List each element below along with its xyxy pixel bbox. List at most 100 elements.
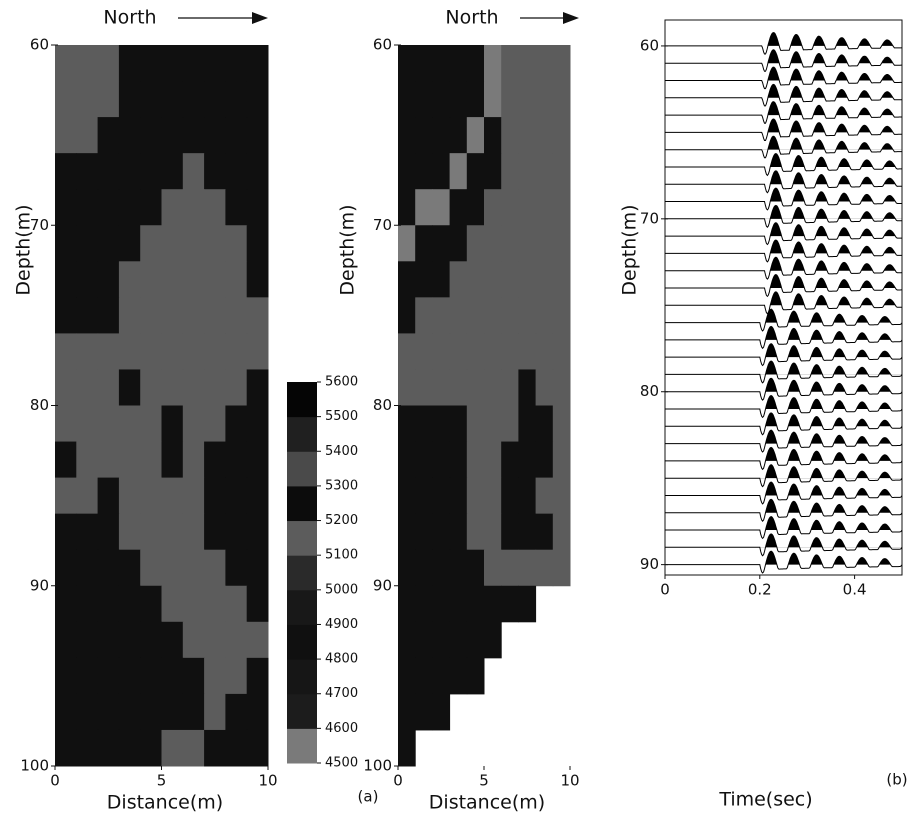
- cell: [182, 333, 205, 370]
- cell: [552, 441, 571, 479]
- cell: [552, 549, 571, 587]
- cell: [501, 405, 519, 443]
- colorbar-tick-label: 4800: [325, 652, 358, 667]
- cell: [204, 693, 226, 731]
- cell: [76, 693, 99, 731]
- cell: [55, 441, 77, 479]
- cell: [501, 189, 519, 226]
- cell: [415, 693, 433, 731]
- cell: [161, 153, 184, 190]
- cell: [225, 369, 248, 406]
- y-axis-label: Depth(m): [337, 204, 359, 295]
- cell: [398, 117, 416, 154]
- cell: [55, 153, 77, 190]
- cell: [140, 477, 162, 515]
- trace: [665, 273, 902, 298]
- cell: [97, 189, 120, 226]
- trace: [665, 481, 903, 505]
- cell: [518, 297, 537, 334]
- cell: [204, 189, 226, 226]
- cell: [118, 441, 141, 479]
- cell: [161, 225, 184, 262]
- cell: [432, 513, 451, 551]
- trace-fill: [665, 412, 902, 427]
- cell: [140, 729, 162, 767]
- trace-fill: [665, 240, 902, 254]
- trace-fill: [665, 205, 902, 219]
- trace-fill: [665, 482, 902, 496]
- cell: [449, 153, 468, 190]
- trace-fill: [665, 516, 902, 531]
- cell: [97, 585, 120, 623]
- colorbar-band: [287, 659, 317, 695]
- cell: [432, 45, 451, 82]
- y-tick-label: 60: [373, 36, 392, 54]
- cell: [415, 441, 433, 479]
- cell: [484, 369, 502, 406]
- cell: [118, 225, 141, 262]
- cell: [432, 81, 451, 118]
- cell: [518, 45, 537, 82]
- cell: [55, 369, 77, 406]
- trace: [665, 222, 902, 246]
- cell: [552, 405, 571, 443]
- cell: [225, 549, 248, 587]
- cell: [246, 297, 269, 334]
- trace-fill: [665, 464, 902, 479]
- cell: [76, 513, 99, 551]
- cell: [246, 45, 269, 82]
- cell: [432, 621, 451, 659]
- cell: [161, 297, 184, 334]
- cell: [97, 513, 120, 551]
- cell: [415, 549, 433, 587]
- cell: [466, 225, 485, 262]
- cell: [204, 81, 226, 118]
- cell: [76, 585, 99, 623]
- cell: [182, 153, 205, 190]
- colorbar-band: [287, 485, 317, 522]
- cell: [225, 225, 248, 262]
- cell: [140, 45, 162, 82]
- cell: [484, 261, 502, 298]
- cell: [484, 153, 502, 190]
- x-tick-label: 5: [157, 772, 167, 790]
- cell: [535, 441, 554, 479]
- cell: [535, 81, 554, 118]
- cell: [140, 405, 162, 443]
- trace-fill: [665, 430, 902, 444]
- cell: [535, 513, 554, 551]
- cell: [118, 513, 141, 551]
- cell: [415, 297, 433, 334]
- cell: [161, 81, 184, 118]
- cell: [449, 369, 468, 406]
- cell: [484, 225, 502, 262]
- trace-fill: [665, 291, 902, 306]
- cell: [55, 621, 77, 659]
- cell: [535, 225, 554, 262]
- cell: [97, 693, 120, 731]
- y-tick-label: 60: [640, 36, 659, 54]
- x-tick-label: 5: [479, 772, 489, 790]
- cell: [97, 369, 120, 406]
- cell: [76, 261, 99, 298]
- cell: [466, 45, 485, 82]
- trace: [665, 256, 903, 280]
- cell: [484, 81, 502, 118]
- cell: [398, 693, 416, 731]
- trace: [665, 395, 903, 419]
- cell: [466, 477, 485, 515]
- colorbar-band: [287, 451, 317, 487]
- cell: [398, 333, 416, 370]
- cell: [76, 729, 99, 767]
- cell: [118, 621, 141, 659]
- cell: [449, 441, 468, 479]
- cell: [204, 585, 226, 623]
- cell: [398, 729, 416, 767]
- cell: [466, 297, 485, 334]
- cell: [97, 153, 120, 190]
- cell: [161, 369, 184, 406]
- cell: [161, 549, 184, 587]
- cell: [161, 189, 184, 226]
- cell: [161, 693, 184, 731]
